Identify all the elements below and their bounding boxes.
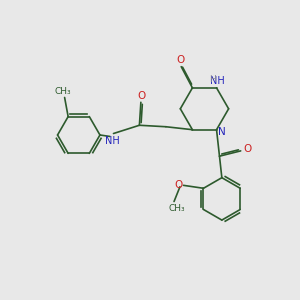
Text: O: O bbox=[176, 55, 185, 65]
Text: NH: NH bbox=[105, 136, 119, 146]
Text: NH: NH bbox=[210, 76, 224, 86]
Text: O: O bbox=[137, 91, 146, 101]
Text: H: H bbox=[209, 74, 215, 83]
Text: CH₃: CH₃ bbox=[169, 203, 185, 212]
Text: N: N bbox=[218, 127, 226, 137]
Text: CH₃: CH₃ bbox=[55, 86, 71, 95]
Text: O: O bbox=[243, 144, 251, 154]
Text: O: O bbox=[174, 180, 182, 190]
